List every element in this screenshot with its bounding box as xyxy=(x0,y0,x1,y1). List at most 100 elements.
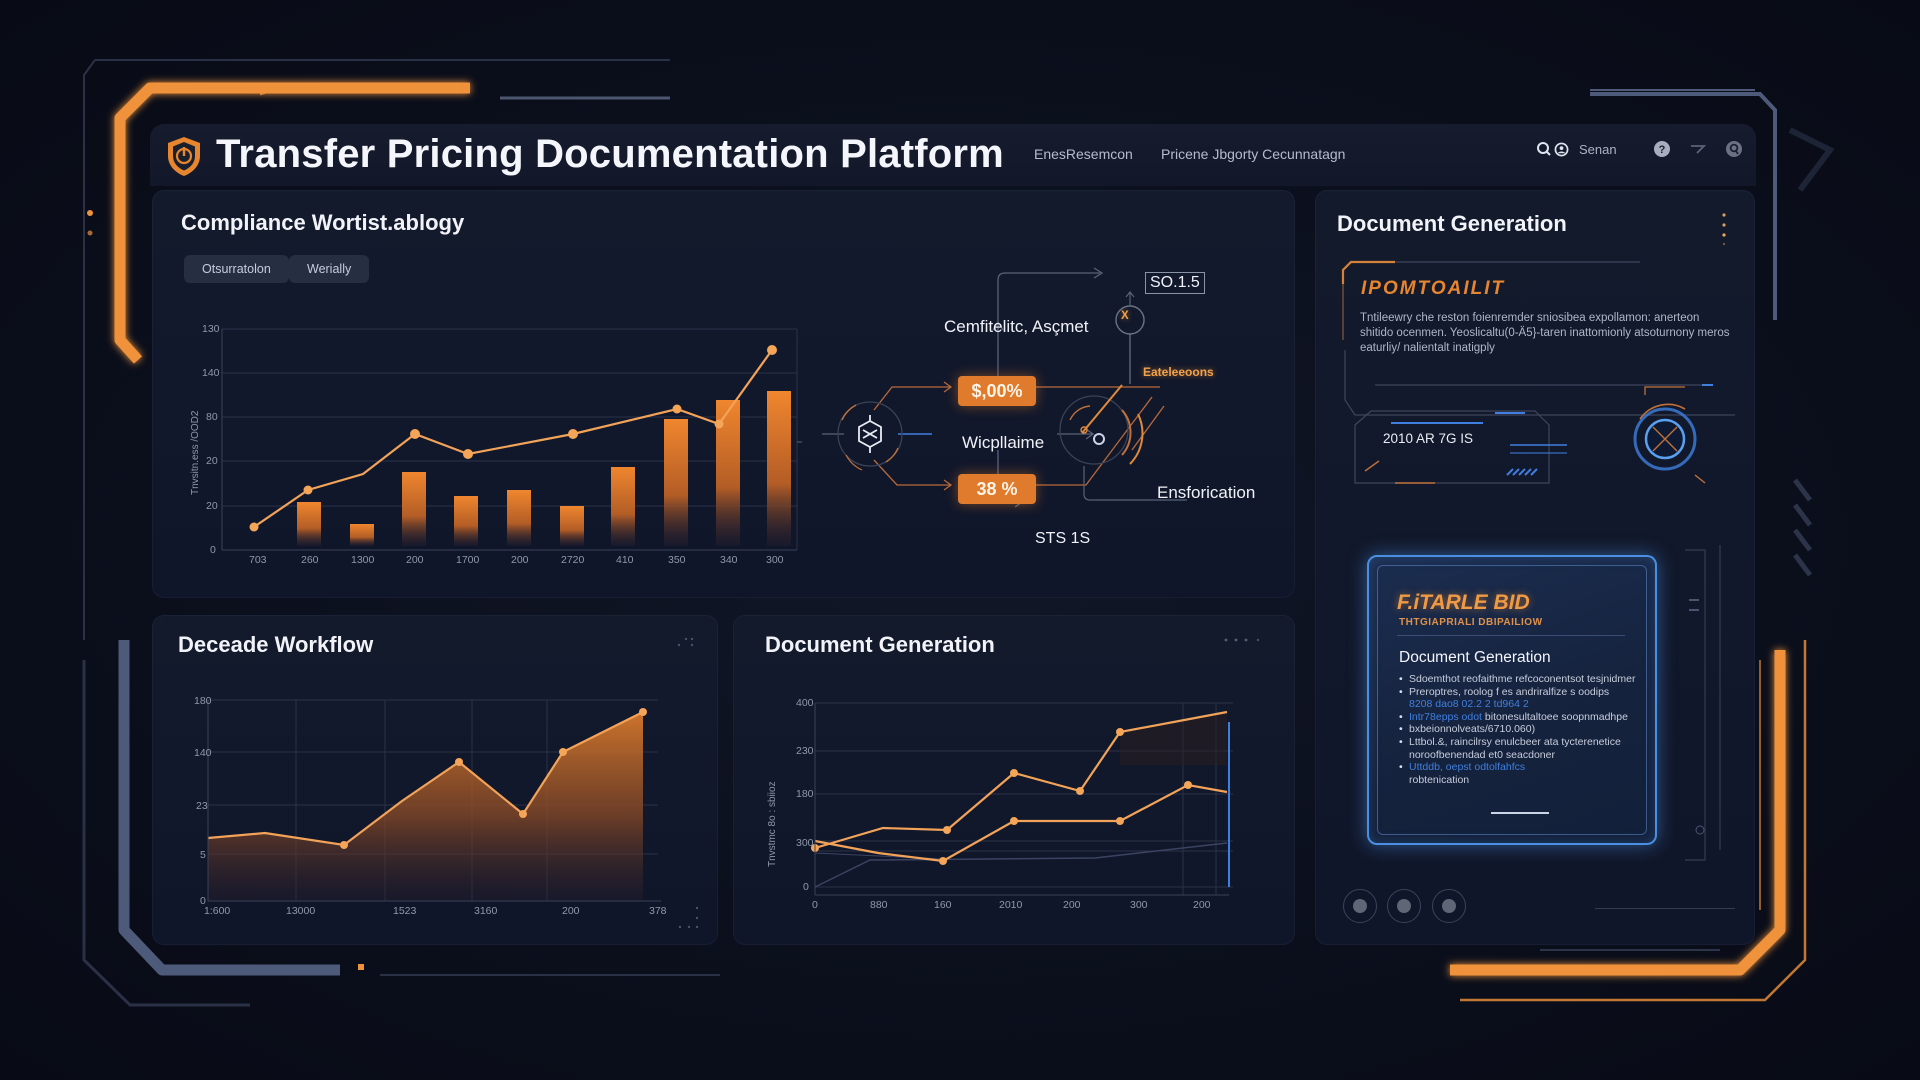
more-options-icon[interactable] xyxy=(676,635,698,649)
x-tick: 200 xyxy=(562,905,580,917)
flow-center-label: Wicpllaime xyxy=(962,433,1045,452)
compliance-chart xyxy=(221,328,802,551)
x-tick: 880 xyxy=(870,899,888,911)
x-tick: 200 xyxy=(406,554,424,566)
y-tick: 5 xyxy=(200,849,206,861)
x-tick: 200 xyxy=(511,554,529,566)
control-knob-3[interactable] xyxy=(1432,889,1466,923)
doc-gen-mid-title: Document Generation xyxy=(765,632,995,657)
workflow-area-chart xyxy=(207,699,699,929)
doc-card-2-title: Document Generation xyxy=(1399,649,1551,666)
profile-icon[interactable] xyxy=(1725,140,1743,158)
x-tick: 378 xyxy=(649,905,667,917)
doc-gen-mid-panel: Document Generation Tnvstmc 8o : sbiioz … xyxy=(733,615,1295,945)
app-title: Transfer Pricing Documentation Platform xyxy=(216,132,1004,176)
y-tick: 180 xyxy=(796,788,814,800)
more-options-icon[interactable] xyxy=(1223,637,1263,643)
shield-logo-icon xyxy=(168,137,200,176)
y-tick: 80 xyxy=(206,411,218,423)
x-tick: 13000 xyxy=(286,905,316,917)
list-item: Sdoemthot reofaithme refcoconentsot tesj… xyxy=(1399,673,1649,686)
flow-right-label: Ensforication xyxy=(1157,483,1256,502)
x-tick: 1523 xyxy=(393,905,417,917)
x-tick: 3160 xyxy=(474,905,498,917)
x-tick: 1300 xyxy=(351,554,375,566)
flow-code-box[interactable]: SO.1.5 xyxy=(1145,272,1205,294)
chip-otsurratolon[interactable]: Otsurratolon xyxy=(184,255,289,283)
x-tick: 300 xyxy=(1130,899,1148,911)
y-tick: 20 xyxy=(206,455,218,467)
doc-gen-right-title: Document Generation xyxy=(1337,211,1567,236)
cube-node-icon xyxy=(858,415,882,453)
knob-icon xyxy=(1442,899,1456,913)
x-tick: 300 xyxy=(766,554,784,566)
doc-card-2-list: Sdoemthot reofaithme refcoconentsot tesj… xyxy=(1399,673,1649,786)
workflow-title: Deceade Workflow xyxy=(178,632,374,657)
search-icon[interactable] xyxy=(1536,141,1552,157)
control-knob-2[interactable] xyxy=(1387,889,1421,923)
list-link[interactable]: Intr78epps odot xyxy=(1409,710,1482,723)
x-node-label: Eateleeoons xyxy=(1143,365,1214,379)
x-tick: 200 xyxy=(1193,899,1211,911)
knob-icon xyxy=(1353,899,1367,913)
user-name[interactable]: Senan xyxy=(1579,141,1617,157)
y-axis-label: Tnvsitn.ess /OOD2 xyxy=(190,410,201,495)
doc-gen-right-panel: Document Generation IPOMTOAILIT Tntileew… xyxy=(1315,190,1755,945)
list-item: noroofbenendad et0 seacdoner xyxy=(1409,748,1555,761)
help-icon[interactable]: ? xyxy=(1653,140,1671,158)
y-tick: 0 xyxy=(803,881,809,893)
doc-card-2[interactable]: F.iTARLE BID THTGIAPRIALI DBIPAILIOW Doc… xyxy=(1367,555,1657,845)
doc-gen-line-chart xyxy=(811,702,1233,896)
chip-werially[interactable]: Werially xyxy=(289,255,370,283)
y-tick: 20 xyxy=(206,500,218,512)
y-axis-label: Tnvstmc 8o : sbiioz xyxy=(767,781,778,867)
flow-value-box-2[interactable]: 38 % xyxy=(958,474,1036,504)
compliance-flow-diagram xyxy=(822,267,1187,508)
knob-icon xyxy=(1397,899,1411,913)
scroll-indicator[interactable] xyxy=(1491,812,1549,814)
y-tick: 0 xyxy=(200,895,206,907)
doc-card-1-body: Tntileewry che reston foienremder sniosi… xyxy=(1360,312,1730,354)
x-tick: 2720 xyxy=(561,554,585,566)
nav-item-pricene[interactable]: Pricene Jbgorty Cecunnatagn xyxy=(1161,146,1346,162)
nav-item-resemcon[interactable]: EnesResemcon xyxy=(1034,146,1133,162)
y-tick: 400 xyxy=(796,697,814,709)
list-item: Lttbol.&, raincilrsy enulcbeer ata tycte… xyxy=(1399,736,1649,749)
doc-card-2-heading: F.iTARLE BID xyxy=(1397,591,1530,614)
list-item: robtenication xyxy=(1409,773,1470,786)
y-tick: 0 xyxy=(210,544,216,556)
list-item: Preroptres, roolog f es andriralfize s o… xyxy=(1399,686,1649,699)
y-tick: 300 xyxy=(796,837,814,849)
x-tick: 0 xyxy=(812,899,818,911)
y-tick: 140 xyxy=(194,747,212,759)
doc-card-1-code: 2010 AR 7G IS xyxy=(1383,431,1474,446)
compliance-title: Compliance Wortist.ablogy xyxy=(181,210,465,235)
doc-card-1-widget xyxy=(1354,384,1713,484)
x-tick: 160 xyxy=(934,899,952,911)
svg-text:?: ? xyxy=(1658,144,1665,156)
more-options-icon[interactable] xyxy=(1719,212,1729,248)
chevron-icon[interactable] xyxy=(1689,142,1707,156)
flow-bottom-label: STS 1S xyxy=(1035,530,1091,547)
list-link[interactable]: Uttddb, oepst odtolfahfcs xyxy=(1399,761,1649,774)
x-tick: 260 xyxy=(301,554,319,566)
flow-value-box-1[interactable]: $,00% xyxy=(958,376,1036,406)
x-tick: 350 xyxy=(668,554,686,566)
doc-card-2-side-decor xyxy=(1685,545,1721,861)
doc-card-1-frame xyxy=(1341,260,1735,416)
x-tick: 340 xyxy=(720,554,738,566)
doc-card-1-heading: IPOMTOAILIT xyxy=(1361,278,1506,299)
y-tick: 23 xyxy=(196,800,208,812)
list-item: 8208 dao8 02.2 2 td964 2 xyxy=(1409,698,1529,711)
list-item[interactable]: Intr78epps odot bitonesultaltoee soopnma… xyxy=(1399,711,1649,724)
compliance-panel: Compliance Wortist.ablogy Otsurratolon W… xyxy=(152,190,1295,598)
x-tick: 410 xyxy=(616,554,634,566)
y-tick: 180 xyxy=(194,695,212,707)
y-tick: 140 xyxy=(202,367,220,379)
control-knob-1[interactable] xyxy=(1343,889,1377,923)
user-icon[interactable] xyxy=(1554,142,1569,157)
x-tick: 2010 xyxy=(999,899,1023,911)
workflow-panel: Deceade Workflow xyxy=(152,615,718,945)
x-node-icon[interactable]: X xyxy=(1121,310,1129,322)
x-tick: 1:600 xyxy=(204,905,231,917)
